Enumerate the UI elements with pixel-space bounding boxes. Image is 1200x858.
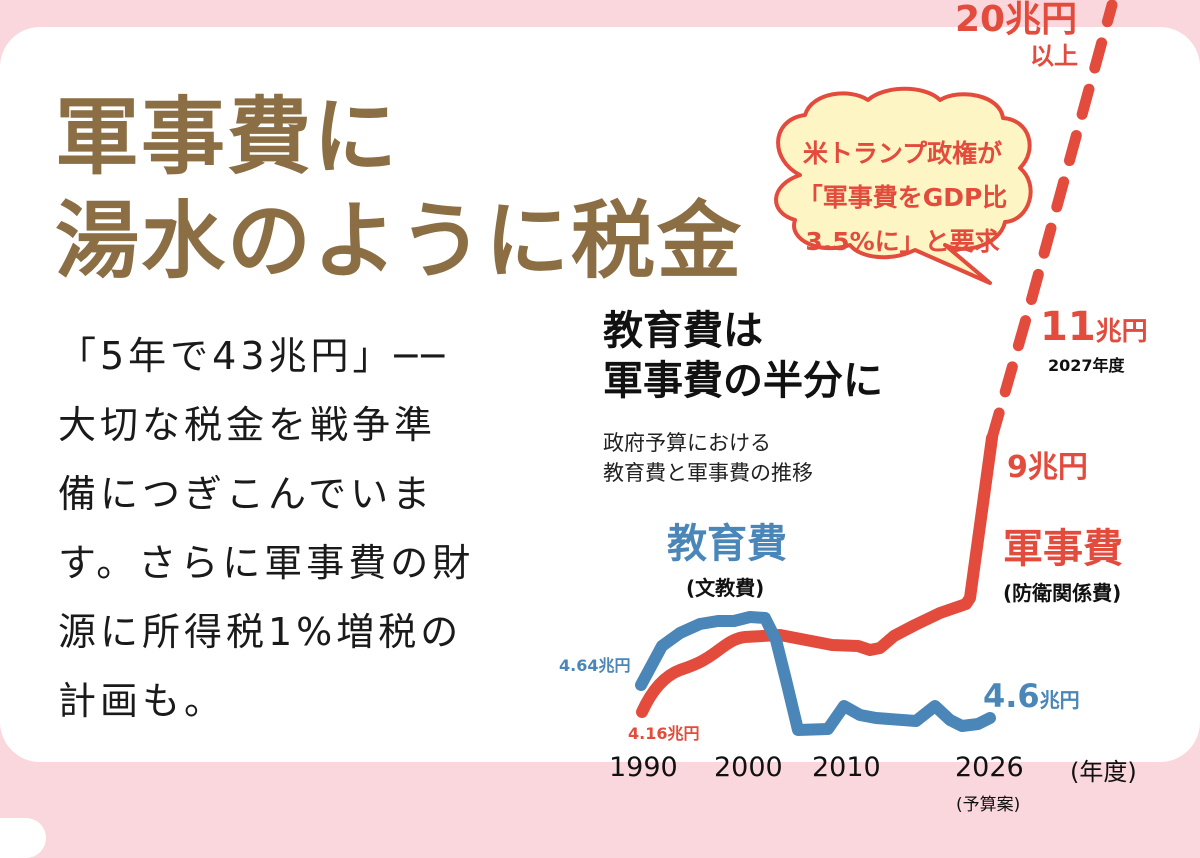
bubble-line-1: 米トランプ政権が	[802, 139, 1003, 168]
body-line: 源に所得税1%増税の	[58, 610, 463, 654]
speech-bubble: 米トランプ政権が 「軍事費をGDP比 3.5%に」と要求	[760, 90, 1060, 315]
chart-subtitle: 政府予算における 教育費と軍事費の推移	[603, 428, 813, 488]
speech-bubble-shape	[774, 86, 1033, 285]
bubble-line-2: 「軍事費をGDP比	[797, 183, 1008, 212]
legend-education: 教育費	[667, 521, 787, 567]
x-axis-unit: (年度)	[1070, 758, 1137, 786]
x-tick-2010: 2010	[812, 752, 881, 783]
headline-line-2: 湯水のように税金	[55, 192, 744, 290]
chart-subtitle-line-2: 教育費と軍事費の推移	[603, 461, 813, 485]
body-line: 計画も。	[58, 679, 227, 723]
chart-subtitle-line-1: 政府予算における	[603, 431, 771, 455]
label-20-trillion-note: 以上	[1030, 42, 1078, 70]
label-2027-fiscal-year: 2027年度	[1048, 356, 1125, 375]
military-line	[636, 432, 998, 718]
label-20-trillion: 20兆円	[955, 0, 1078, 40]
body-text: 「5年で43兆円」── 大切な税金を戦争準 備につぎこんでいま す。さらに軍事費…	[58, 322, 478, 736]
chart-title-line-1: 教育費は	[603, 308, 763, 354]
line-chart	[635, 0, 1118, 736]
headline-line-1: 軍事費に	[55, 88, 400, 186]
body-line: 大切な税金を戦争準	[58, 403, 437, 447]
label-education-start: 4.64兆円	[559, 656, 631, 675]
label-11-unit: 兆円	[1095, 317, 1148, 347]
legend-military-sub: (防衛関係費)	[1003, 581, 1122, 605]
military-projection-line	[986, 0, 1118, 444]
x-tick-1990: 1990	[609, 752, 678, 783]
education-line	[635, 611, 996, 736]
bubble-line-3: 3.5%に」と要求	[805, 227, 1000, 256]
label-9-trillion: 9兆円	[1007, 450, 1088, 485]
chart-title: 教育費は 軍事費の半分に	[603, 306, 883, 406]
x-tick-2026-note: (予算案)	[956, 795, 1021, 815]
headline: 軍事費に 湯水のように税金	[55, 85, 743, 293]
legend-military: 軍事費	[1003, 526, 1123, 572]
x-tick-2000: 2000	[714, 752, 783, 783]
label-11-trillion: 11兆円	[1040, 305, 1148, 357]
label-education-end-unit: 兆円	[1039, 688, 1080, 712]
label-military-start: 4.16兆円	[628, 724, 700, 743]
x-tick-2026: 2026	[955, 752, 1024, 783]
label-education-end: 4.6兆円	[983, 676, 1080, 722]
legend-education-sub: (文教費)	[686, 576, 765, 600]
speech-bubble-text: 米トランプ政権が 「軍事費をGDP比 3.5%に」と要求	[760, 132, 1045, 264]
label-11-number: 11	[1040, 304, 1096, 350]
body-line: 「5年で43兆円」──	[58, 334, 449, 378]
chart-title-line-2: 軍事費の半分に	[603, 358, 883, 404]
body-line: す。さらに軍事費の財	[58, 541, 475, 585]
body-line: 備につぎこんでいま	[58, 472, 435, 516]
label-education-end-number: 4.6	[983, 677, 1040, 715]
